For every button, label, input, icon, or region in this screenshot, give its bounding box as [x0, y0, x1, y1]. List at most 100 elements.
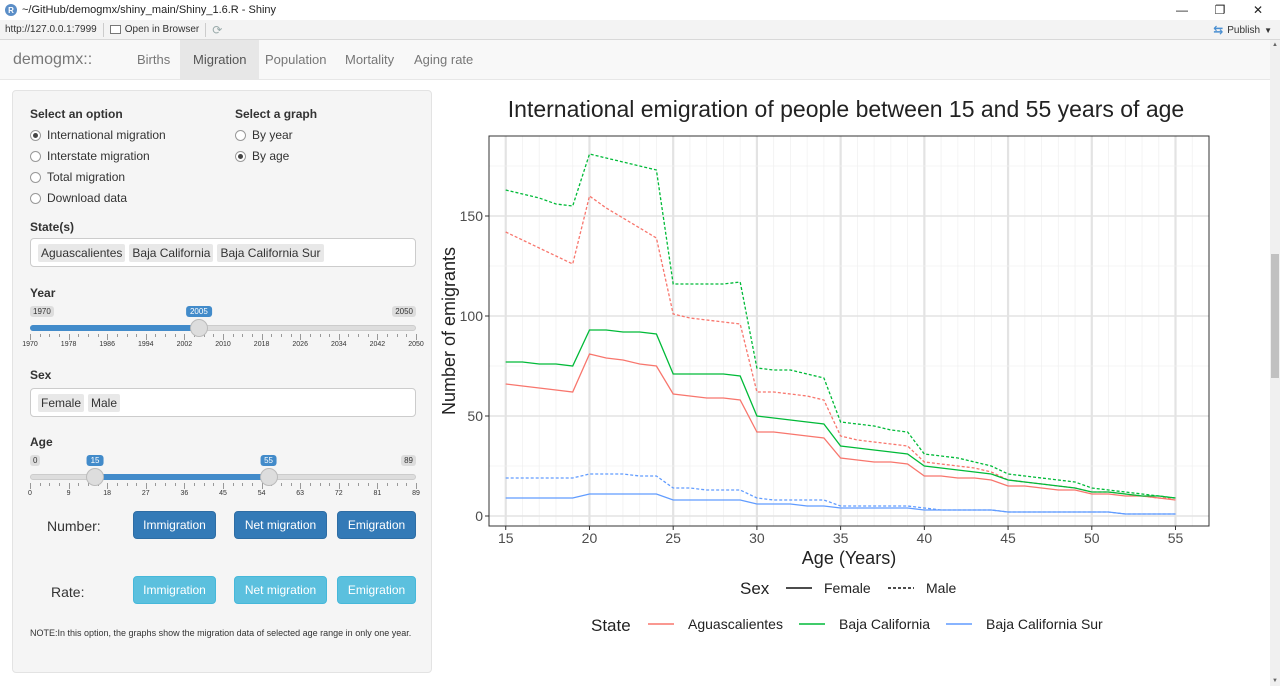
open-in-browser-button[interactable]: Open in Browser — [109, 24, 199, 35]
sex-select[interactable]: Female Male — [30, 388, 416, 417]
sex-chip[interactable]: Female — [38, 393, 85, 412]
age-slider[interactable]: 0 89 15 55 0 9 18 27 36 45 54 63 72 81 89 — [28, 455, 420, 505]
radio-circle[interactable] — [235, 150, 246, 162]
age-tick-label: 45 — [219, 490, 227, 497]
states-label: State(s) — [30, 220, 75, 234]
slider-tick — [136, 483, 138, 486]
radio-circle[interactable] — [30, 150, 41, 162]
close-icon[interactable]: ✕ — [1252, 3, 1264, 17]
refresh-icon[interactable]: ⟳ — [212, 22, 223, 37]
rate-emigration-button[interactable]: Emigration — [337, 576, 416, 604]
age-from-handle[interactable] — [86, 468, 105, 486]
slider-tick — [261, 334, 263, 340]
legend-entry-male: Male — [926, 580, 957, 596]
rate-row-label: Rate: — [51, 584, 85, 600]
chevron-down-icon: ▼ — [1264, 25, 1272, 35]
year-tick-label: 2010 — [215, 341, 231, 348]
number-net-migration-button[interactable]: Net migration — [234, 511, 327, 539]
slider-tick — [126, 334, 128, 337]
sex-chip[interactable]: Male — [88, 393, 121, 412]
note-text: NOTE:In this option, the graphs show the… — [30, 628, 412, 638]
tab-mortality[interactable]: Mortality — [345, 52, 395, 67]
slider-tick — [184, 334, 186, 340]
slider-tick — [319, 483, 321, 486]
restore-icon[interactable]: ❐ — [1214, 3, 1226, 17]
age-from-label: 15 — [86, 455, 104, 466]
radio-circle[interactable] — [30, 171, 41, 183]
tab-population[interactable]: Population — [265, 52, 327, 67]
slider-tick — [396, 483, 398, 486]
year-slider-handle[interactable] — [189, 319, 208, 337]
number-immigration-button[interactable]: Immigration — [133, 511, 216, 539]
age-to-label: 55 — [260, 455, 277, 466]
tab-aging-rate[interactable]: Aging rate — [414, 52, 474, 67]
year-slider[interactable]: 1970 2050 2005 1970 1978 1986 1994 2002 2010 2… — [22, 306, 424, 356]
slider-tick — [165, 334, 167, 337]
slider-tick — [242, 483, 244, 486]
age-to-handle[interactable] — [259, 468, 278, 486]
minimize-icon[interactable]: — — [1176, 3, 1188, 17]
scroll-up-icon[interactable]: ▲ — [1272, 42, 1278, 48]
slider-tick — [251, 334, 253, 337]
age-tick-label: 27 — [141, 490, 150, 497]
year-tick-label: 2034 — [331, 341, 347, 348]
state-chip[interactable]: Baja California Sur — [217, 243, 324, 262]
slider-tick — [116, 334, 118, 337]
radio-circle[interactable] — [30, 129, 41, 141]
radio-interstate-migration[interactable]: Interstate migration — [30, 149, 150, 163]
emigration-chart: 15 20 25 30 35 40 45 50 55 0 50 100 150 Age (Years) Nu… — [440, 135, 1210, 635]
series-line-aguascalientes-male — [505, 194, 1176, 499]
rate-immigration-button[interactable]: Immigration — [133, 576, 216, 604]
x-tick-label: 55 — [1168, 530, 1184, 546]
slider-tick — [329, 483, 331, 486]
radio-by-age[interactable]: By age — [235, 149, 289, 163]
slider-tick — [87, 483, 89, 486]
slider-tick — [271, 334, 273, 337]
radio-label: By year — [252, 128, 293, 142]
radio-circle[interactable] — [30, 192, 41, 204]
state-chip[interactable]: Aguascalientes — [38, 243, 126, 262]
slider-ticks — [30, 334, 417, 340]
legend-entry-baja-california-sur: Baja California Sur — [986, 616, 1103, 632]
states-select[interactable]: Aguascalientes Baja California Baja Cali… — [30, 238, 416, 267]
radio-circle[interactable] — [235, 129, 246, 141]
tab-births[interactable]: Births — [137, 52, 171, 67]
slider-tick — [49, 334, 51, 337]
brand: demogmx:: — [13, 51, 93, 68]
radio-by-year[interactable]: By year — [235, 128, 293, 142]
slider-tick — [116, 483, 118, 486]
radio-international-migration[interactable]: International migration — [30, 128, 166, 142]
tab-migration[interactable]: Migration — [180, 40, 260, 80]
radio-download-data[interactable]: Download data — [30, 191, 127, 205]
publish-button[interactable]: ⇆ Publish ▼ — [1213, 20, 1272, 40]
x-tick-label: 35 — [833, 530, 849, 546]
state-chip[interactable]: Baja California — [129, 243, 214, 262]
rate-net-migration-button[interactable]: Net migration — [234, 576, 327, 604]
slider-tick — [309, 334, 311, 337]
slider-tick — [97, 334, 99, 337]
slider-tick — [174, 334, 176, 337]
slider-tick — [300, 334, 302, 340]
year-tick-label: 1970 — [22, 341, 38, 348]
slider-tick — [223, 483, 224, 489]
slider-ticks — [30, 483, 417, 489]
series-line-aguascalientes-female — [505, 353, 1176, 501]
vertical-scrollbar[interactable]: ▲ ▼ — [1270, 40, 1280, 686]
year-tick-label: 2050 — [408, 341, 424, 348]
slider-tick — [126, 483, 128, 486]
scrollbar-thumb[interactable] — [1271, 254, 1279, 378]
radio-label: Total migration — [47, 170, 126, 184]
number-emigration-button[interactable]: Emigration — [337, 511, 416, 539]
sidebar-panel: Select an option International migration… — [12, 90, 432, 673]
slider-tick — [165, 483, 167, 486]
age-max-label: 89 — [401, 455, 416, 466]
slider-tick — [406, 483, 408, 486]
scroll-down-icon[interactable]: ▼ — [1272, 678, 1278, 684]
year-tick-label: 1986 — [99, 341, 115, 348]
graph-label: Select a graph — [235, 107, 318, 121]
year-tick-label: 1994 — [138, 341, 154, 348]
radio-total-migration[interactable]: Total migration — [30, 170, 125, 184]
slider-tick — [319, 334, 321, 337]
slider-tick — [300, 483, 302, 489]
slider-tick — [309, 483, 311, 486]
